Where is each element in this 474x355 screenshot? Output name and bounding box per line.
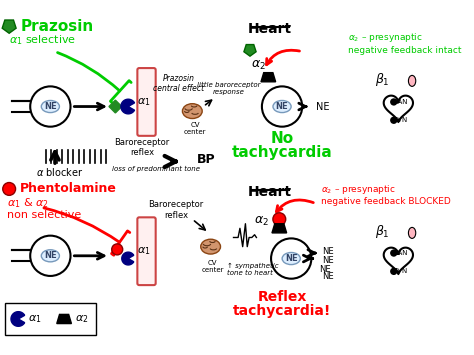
Text: Prazosin: Prazosin xyxy=(20,20,93,34)
Ellipse shape xyxy=(41,100,59,113)
Text: $\alpha_1$: $\alpha_1$ xyxy=(137,245,151,257)
Text: BP: BP xyxy=(197,153,216,166)
Circle shape xyxy=(3,182,16,195)
Text: tachycardia: tachycardia xyxy=(232,145,332,160)
Text: $\alpha_1$: $\alpha_1$ xyxy=(28,313,42,325)
Polygon shape xyxy=(122,252,134,265)
Text: Heart: Heart xyxy=(248,185,292,199)
Text: NE: NE xyxy=(322,247,334,256)
Polygon shape xyxy=(109,100,122,113)
Text: $\alpha_2$: $\alpha_2$ xyxy=(251,59,265,72)
Text: loss of predominant tone: loss of predominant tone xyxy=(112,166,200,172)
Text: tachycardia!: tachycardia! xyxy=(233,304,331,318)
Text: NE: NE xyxy=(44,251,57,260)
Polygon shape xyxy=(261,73,276,82)
Polygon shape xyxy=(384,95,413,122)
Text: $\beta_1$: $\beta_1$ xyxy=(375,71,390,88)
Circle shape xyxy=(390,249,397,257)
Text: SAN: SAN xyxy=(394,99,408,105)
Polygon shape xyxy=(121,99,135,114)
Polygon shape xyxy=(57,315,72,323)
Text: $\alpha_1$: $\alpha_1$ xyxy=(137,96,151,108)
Ellipse shape xyxy=(409,228,416,239)
FancyBboxPatch shape xyxy=(137,217,155,285)
Ellipse shape xyxy=(41,250,59,262)
Text: $\alpha$ blocker: $\alpha$ blocker xyxy=(36,166,83,179)
Bar xyxy=(5,304,96,335)
Text: non selective: non selective xyxy=(7,209,82,220)
Text: CV
center: CV center xyxy=(184,122,206,135)
Text: CV
center: CV center xyxy=(201,260,224,273)
Ellipse shape xyxy=(201,239,220,254)
Text: $\alpha_1$ & $\alpha_2$: $\alpha_1$ & $\alpha_2$ xyxy=(7,196,49,209)
Text: NE: NE xyxy=(44,102,57,111)
Polygon shape xyxy=(11,312,25,326)
Circle shape xyxy=(262,86,302,127)
Text: NE: NE xyxy=(319,265,330,274)
Circle shape xyxy=(390,116,397,124)
Circle shape xyxy=(30,236,71,276)
Ellipse shape xyxy=(282,252,300,264)
Circle shape xyxy=(273,213,286,225)
Text: $\alpha_2$: $\alpha_2$ xyxy=(75,313,89,325)
Text: Heart: Heart xyxy=(248,22,292,36)
Text: little baroreceptor
response: little baroreceptor response xyxy=(197,82,261,95)
Text: Baroreceptor
reflex: Baroreceptor reflex xyxy=(148,200,203,220)
Text: ↑ sympathetic
tone to heart: ↑ sympathetic tone to heart xyxy=(227,263,279,276)
Text: NE: NE xyxy=(322,272,334,282)
Text: AVN: AVN xyxy=(394,117,408,123)
Polygon shape xyxy=(2,20,16,33)
Text: $\alpha_2$ – presynaptic
negative feedback BLOCKED: $\alpha_2$ – presynaptic negative feedba… xyxy=(320,182,450,206)
Circle shape xyxy=(30,86,71,127)
Text: $\alpha_1$ selective: $\alpha_1$ selective xyxy=(9,34,76,48)
Text: SAN: SAN xyxy=(394,250,408,256)
Ellipse shape xyxy=(409,75,416,86)
Text: Reflex: Reflex xyxy=(257,290,307,304)
Text: AVN: AVN xyxy=(394,268,408,274)
Ellipse shape xyxy=(273,100,291,113)
Text: Baroreceptor
reflex: Baroreceptor reflex xyxy=(114,138,170,157)
Polygon shape xyxy=(272,224,287,233)
Circle shape xyxy=(390,98,397,106)
Text: $\alpha_2$ – presynaptic
negative feedback intact: $\alpha_2$ – presynaptic negative feedba… xyxy=(348,32,462,55)
Text: NE: NE xyxy=(285,254,298,263)
Text: $\beta_1$: $\beta_1$ xyxy=(375,223,390,240)
Text: Prazosin
central effect: Prazosin central effect xyxy=(153,74,204,93)
Ellipse shape xyxy=(182,104,202,119)
Circle shape xyxy=(390,268,397,275)
FancyBboxPatch shape xyxy=(137,68,155,136)
Text: NE: NE xyxy=(316,102,329,111)
Circle shape xyxy=(112,244,123,255)
Text: $\alpha_2$: $\alpha_2$ xyxy=(254,215,268,229)
Text: NE: NE xyxy=(322,256,334,265)
Polygon shape xyxy=(244,45,256,56)
Text: Phentolamine: Phentolamine xyxy=(20,182,117,196)
Polygon shape xyxy=(384,248,413,274)
Text: NE: NE xyxy=(276,102,288,111)
Text: No: No xyxy=(271,131,293,146)
Circle shape xyxy=(271,239,311,279)
